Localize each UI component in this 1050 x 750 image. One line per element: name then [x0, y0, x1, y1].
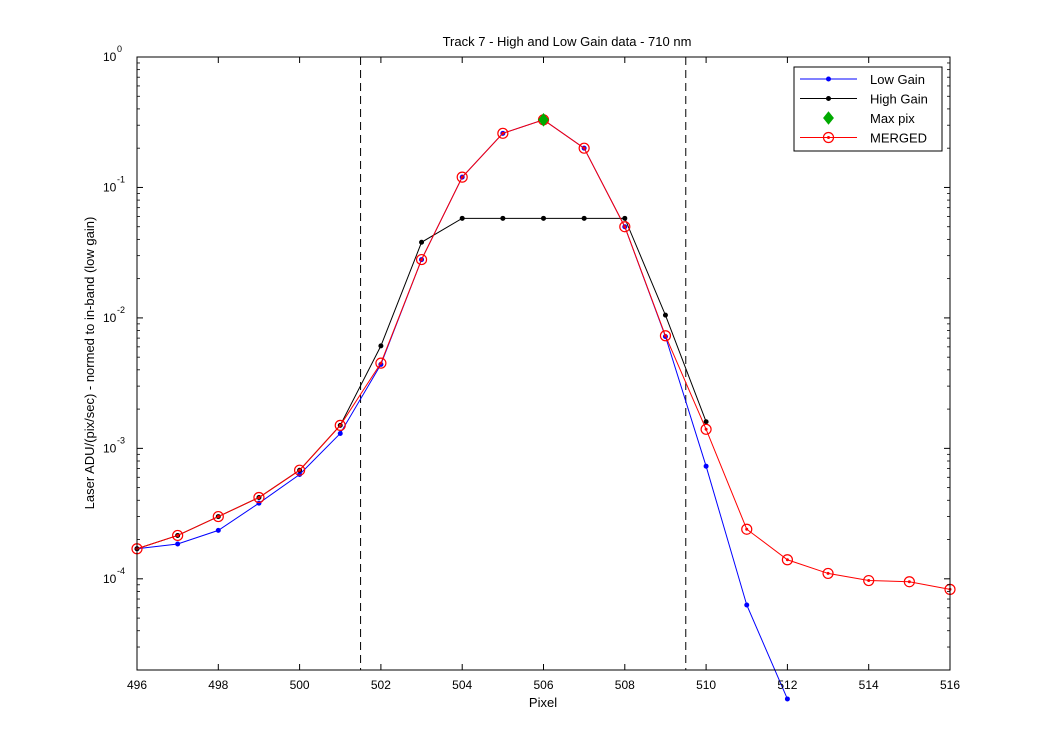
data-point-center-merged-2	[216, 515, 220, 519]
data-point-merged-18	[863, 574, 875, 587]
data-point-center-merged-19	[907, 580, 911, 584]
data-point-merged-7	[415, 253, 428, 266]
data-point-merged-12	[619, 221, 631, 233]
data-point-center-merged-16	[785, 558, 789, 562]
data-point-merged-legend	[822, 131, 835, 144]
data-point-center-merged-3	[257, 496, 261, 500]
x-axis-label: Pixel	[529, 695, 557, 710]
data-point-merged-8	[456, 171, 468, 183]
data-point-merged-13	[659, 330, 672, 342]
data-point-high-gain-10	[541, 215, 546, 221]
data-point-low-gain-legend	[826, 76, 831, 82]
vertical-reference-lines	[360, 57, 687, 670]
data-point-merged-14	[700, 423, 712, 435]
y-tick-label--1: 10	[103, 180, 117, 194]
x-tick-label-512: 512	[777, 678, 797, 692]
data-point-merged-6	[375, 357, 387, 369]
data-point-merged-5	[334, 419, 346, 431]
y-axis-label: Laser ADU/(pix/sec) - normed to in-band …	[82, 217, 97, 510]
data-point-center-merged-6	[379, 361, 383, 365]
data-point-high-gain-8	[459, 215, 465, 221]
data-point-low-gain-14	[703, 463, 709, 469]
x-tick-label-496: 496	[127, 678, 147, 692]
data-point-center-merged-18	[867, 579, 871, 583]
y-tick-exponent--2: -2	[117, 305, 125, 315]
x-tick-label-504: 504	[452, 678, 472, 692]
data-point-high-gain-14	[703, 419, 709, 425]
data-point-merged-17	[822, 567, 834, 580]
data-point-high-gain-12	[622, 215, 628, 221]
x-tick-label-508: 508	[615, 678, 635, 692]
plot-area	[137, 57, 950, 670]
legend-label-low-gain: Low Gain	[870, 72, 925, 87]
data-point-high-gain-11	[581, 215, 587, 221]
data-point-merged-11	[578, 142, 590, 154]
series-max-pix	[538, 113, 549, 127]
series-layer	[131, 113, 956, 702]
data-point-low-gain-2	[215, 527, 221, 533]
data-point-center-merged-17	[826, 571, 830, 575]
data-point-center-merged-4	[298, 468, 302, 472]
axis-ticks: 496 498 500 502 504 506 508 510 512 514 51610010-1…	[103, 44, 960, 692]
data-point-high-gain-6	[378, 343, 384, 349]
chart-title: Track 7 - High and Low Gain data - 710 n…	[443, 34, 692, 49]
data-point-center-merged-14	[704, 427, 708, 431]
y-tick-exponent-0: 0	[117, 44, 122, 54]
x-tick-label-500: 500	[290, 678, 310, 692]
data-point-center-merged-12	[623, 225, 627, 229]
data-point-center-merged-11	[582, 146, 586, 150]
data-point-high-gain-legend	[826, 96, 831, 101]
legend-label-high-gain: High Gain	[870, 92, 928, 107]
data-point-merged-4	[294, 464, 306, 476]
y-tick-exponent--1: -1	[117, 174, 125, 184]
data-point-center-merged-15	[745, 527, 749, 531]
legend: Low Gain High Gain Max pix MERGED	[793, 66, 943, 152]
x-tick-label-506: 506	[533, 678, 553, 692]
x-tick-label-516: 516	[940, 678, 960, 692]
x-tick-label-502: 502	[371, 678, 391, 692]
y-tick-label--3: 10	[103, 441, 117, 455]
data-point-center-merged-7	[420, 258, 424, 262]
data-point-center-merged-13	[663, 334, 667, 338]
data-point-low-gain-16	[784, 696, 790, 702]
data-point-max-pix-legend	[823, 111, 834, 125]
data-point-merged-19	[903, 576, 915, 588]
data-point-center-merged-9	[501, 131, 505, 135]
y-tick-label--2: 10	[103, 311, 117, 325]
data-point-low-gain-1	[175, 541, 181, 547]
y-tick-exponent--4: -4	[117, 566, 125, 576]
y-tick-exponent--3: -3	[117, 435, 125, 445]
data-point-merged-2	[212, 510, 224, 523]
data-point-center-merged-1	[176, 533, 180, 537]
legend-label-merged: MERGED	[870, 131, 927, 146]
data-point-merged-16	[781, 554, 794, 566]
data-point-center-merged-8	[460, 175, 464, 179]
data-point-merged-1	[172, 529, 184, 542]
data-point-low-gain-15	[744, 602, 750, 608]
data-point-merged-9	[497, 127, 509, 139]
data-point-high-gain-7	[419, 239, 425, 245]
y-tick-label-0: 10	[103, 50, 117, 64]
data-point-high-gain-13	[662, 312, 668, 318]
data-point-high-gain-9	[500, 215, 506, 221]
data-point-merged-15	[741, 523, 753, 535]
y-tick-label--4: 10	[103, 572, 117, 586]
data-point-merged-3	[253, 491, 265, 504]
data-point-low-gain-5	[337, 430, 343, 436]
data-point-max-pix-0	[538, 113, 549, 127]
x-tick-label-514: 514	[859, 678, 879, 692]
x-tick-label-510: 510	[696, 678, 716, 692]
legend-label-max-pix: Max pix	[870, 111, 915, 126]
x-tick-label-498: 498	[208, 678, 228, 692]
data-point-center-merged-legend	[827, 136, 830, 139]
data-point-center-merged-5	[338, 423, 342, 427]
